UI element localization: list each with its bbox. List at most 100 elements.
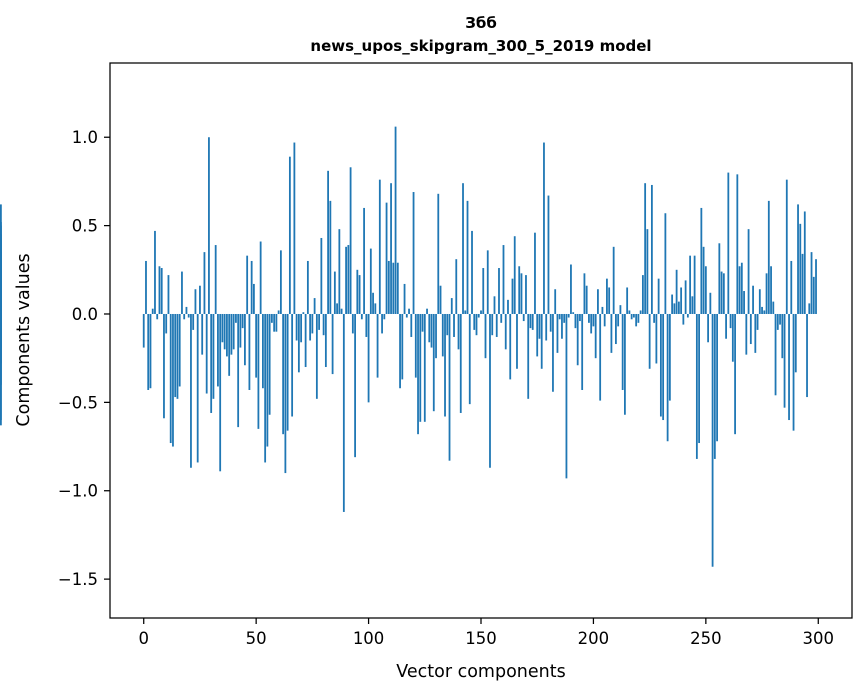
bar [435, 313, 437, 359]
bar [572, 312, 575, 314]
bar [655, 313, 658, 364]
bar [689, 255, 692, 314]
bar [403, 283, 406, 314]
bar [516, 313, 518, 369]
bar [419, 313, 422, 422]
bar [257, 313, 260, 429]
bar [727, 172, 730, 314]
bar [554, 289, 557, 314]
bar [212, 313, 215, 399]
bar [151, 308, 154, 314]
bar [408, 308, 410, 314]
bar [473, 313, 476, 330]
bar [464, 310, 467, 314]
bar [801, 253, 804, 314]
bar [268, 313, 271, 415]
bar [347, 245, 350, 314]
bar [145, 260, 147, 314]
bar [293, 142, 296, 314]
bar [329, 200, 332, 314]
bar [606, 278, 608, 314]
bar [803, 211, 806, 314]
bar [363, 207, 365, 314]
bar [178, 313, 181, 387]
bar [502, 245, 505, 314]
bar [399, 313, 401, 389]
bar [486, 250, 489, 314]
bar [282, 313, 285, 435]
bar [765, 273, 768, 314]
bar [570, 264, 572, 314]
bar [156, 313, 159, 320]
bar [747, 229, 750, 314]
x-tick-label: 250 [690, 629, 722, 648]
bar [511, 278, 514, 314]
bar [241, 313, 244, 329]
bar [529, 313, 532, 329]
bar [579, 313, 581, 322]
bar [385, 202, 388, 314]
bar [799, 223, 802, 314]
bar [450, 298, 453, 314]
bar [255, 313, 258, 378]
bar [468, 313, 471, 405]
bar [412, 192, 415, 314]
bar [471, 230, 473, 314]
bar [740, 262, 743, 314]
bar [731, 313, 734, 362]
bar [788, 313, 790, 421]
bar [743, 291, 745, 314]
bar [466, 200, 469, 314]
bar [808, 303, 811, 314]
bar [713, 313, 716, 459]
plot-frame [109, 62, 853, 619]
bar [223, 313, 226, 350]
bar [635, 313, 638, 327]
bar [423, 313, 426, 422]
bar [448, 313, 451, 461]
bar [369, 248, 372, 314]
bar [758, 289, 761, 314]
bar [311, 313, 314, 334]
bar [752, 285, 754, 314]
bar [199, 285, 201, 314]
bar [163, 313, 165, 419]
x-tick-label: 300 [803, 629, 835, 648]
bar [693, 255, 696, 314]
bar [729, 313, 732, 329]
bar [295, 313, 298, 341]
bar [498, 268, 500, 314]
bar [306, 260, 309, 314]
bar [686, 313, 689, 318]
bar [500, 313, 503, 323]
bar [552, 313, 554, 392]
bar [439, 285, 442, 314]
bar [0, 252, 2, 314]
bar [763, 310, 766, 314]
bar [662, 313, 665, 421]
bar [351, 313, 354, 334]
bar [700, 207, 703, 314]
bar [543, 142, 545, 314]
bar [320, 237, 323, 314]
bar [333, 271, 336, 314]
bar [783, 313, 786, 408]
bar [235, 313, 237, 323]
bar [410, 313, 413, 337]
bar [540, 313, 543, 369]
bar [722, 273, 725, 314]
bar [668, 313, 671, 401]
bar [396, 262, 399, 314]
bar [718, 243, 721, 314]
bar [477, 313, 480, 318]
bar [181, 271, 183, 314]
bar [324, 313, 327, 368]
bar [711, 313, 714, 567]
bar [201, 313, 204, 355]
bar [437, 193, 440, 314]
bar [394, 126, 397, 314]
chart-title-line2: news_upos_skipgram_300_5_2019 model [310, 37, 651, 55]
bar [812, 276, 815, 314]
bar [716, 313, 718, 442]
bar [797, 204, 799, 314]
